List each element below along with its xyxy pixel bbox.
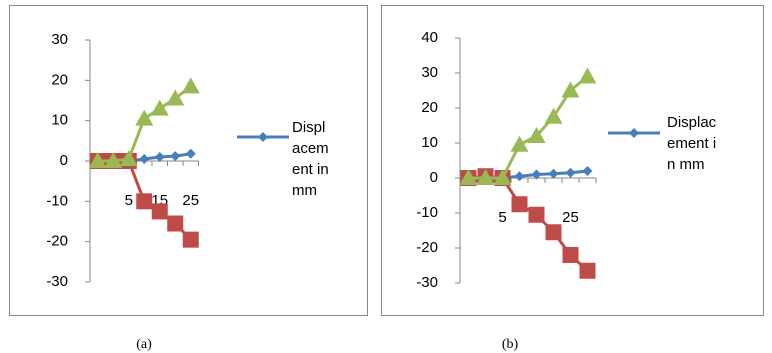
- marker: [459, 169, 478, 185]
- x-tick-label: 25: [182, 192, 199, 209]
- y-tick-label: -20: [416, 239, 438, 256]
- marker: [545, 224, 562, 241]
- marker: [135, 109, 154, 126]
- marker: [565, 167, 576, 178]
- y-tick-label: 20: [421, 99, 438, 116]
- marker: [119, 149, 138, 166]
- y-tick-label: 10: [51, 112, 68, 129]
- marker: [476, 169, 495, 185]
- y-tick-label: 30: [421, 64, 438, 81]
- marker: [578, 67, 597, 84]
- marker: [562, 247, 579, 263]
- marker: [154, 151, 165, 162]
- marker: [531, 169, 542, 180]
- marker: [166, 89, 185, 106]
- y-tick-label: -10: [416, 204, 438, 221]
- marker: [493, 169, 512, 185]
- marker: [528, 206, 545, 223]
- y-tick-label: 20: [51, 71, 68, 88]
- chart-frame: [381, 5, 764, 316]
- marker: [182, 231, 199, 248]
- marker: [151, 203, 168, 220]
- y-tick-label: -20: [46, 233, 68, 250]
- y-tick-label: 30: [51, 31, 68, 48]
- marker: [181, 77, 200, 94]
- marker: [150, 99, 169, 116]
- marker: [582, 166, 593, 176]
- marker: [136, 193, 153, 210]
- marker: [170, 151, 181, 162]
- x-tick-label: 5: [498, 209, 506, 226]
- chart-frame: [9, 5, 368, 316]
- y-tick-label: 10: [421, 134, 438, 151]
- marker: [104, 152, 123, 168]
- y-tick-label: -30: [416, 274, 438, 291]
- marker: [548, 168, 559, 179]
- marker: [514, 171, 525, 182]
- marker: [139, 153, 150, 164]
- y-tick-label: 0: [60, 152, 68, 169]
- caption: (b): [502, 337, 519, 352]
- marker: [167, 215, 184, 232]
- y-tick-label: 0: [430, 169, 438, 186]
- y-tick-label: 40: [421, 29, 438, 46]
- x-tick-label: 5: [125, 192, 133, 209]
- legend-label: Displacement in mm: [667, 114, 717, 173]
- marker: [511, 196, 528, 213]
- y-tick-label: -10: [46, 192, 68, 209]
- marker: [527, 127, 546, 143]
- x-tick-label: 25: [562, 209, 579, 226]
- marker: [185, 148, 196, 159]
- marker: [579, 262, 596, 279]
- marker: [510, 135, 529, 152]
- marker: [561, 81, 580, 98]
- legend-label: Displacement in mm: [292, 119, 329, 199]
- marker: [629, 128, 639, 138]
- marker: [544, 107, 563, 124]
- y-tick-label: -30: [46, 273, 68, 290]
- marker: [88, 152, 107, 168]
- caption: (a): [136, 337, 152, 352]
- marker: [258, 132, 268, 142]
